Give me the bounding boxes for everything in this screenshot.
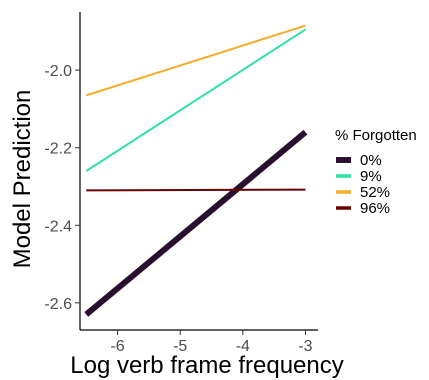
legend-label: 52% bbox=[360, 184, 390, 201]
series-line-9pct bbox=[85, 28, 307, 172]
legend: % Forgotten 0%9%52%96% bbox=[335, 127, 417, 217]
legend-items: 0%9%52%96% bbox=[336, 152, 390, 217]
legend-label: 0% bbox=[360, 152, 382, 169]
series-line-52pct bbox=[85, 24, 306, 97]
y-tick-label: -2.6 bbox=[44, 296, 72, 313]
x-tick-label: -5 bbox=[173, 338, 187, 355]
legend-label: 96% bbox=[360, 200, 390, 217]
y-tick-label: -2.0 bbox=[44, 63, 72, 80]
x-tick-label: -4 bbox=[236, 338, 250, 355]
legend-title: % Forgotten bbox=[335, 127, 417, 144]
x-tick-label: -3 bbox=[298, 338, 312, 355]
legend-label: 9% bbox=[360, 168, 382, 185]
x-axis-title: Log verb frame frequency bbox=[70, 352, 343, 379]
series-line-96pct bbox=[86, 188, 306, 192]
series-layer bbox=[84, 24, 308, 317]
x-tick-label: -6 bbox=[110, 338, 124, 355]
series-line-0pct bbox=[84, 129, 308, 317]
axis-layer bbox=[79, 12, 318, 331]
tick-layer: -6 -5 -4 -3 -2.6 -2.4 -2.2 -2.0 bbox=[44, 63, 312, 355]
y-tick-label: -2.2 bbox=[44, 141, 72, 158]
y-tick-label: -2.4 bbox=[44, 218, 72, 235]
y-axis-title: Model Prediction bbox=[9, 90, 36, 269]
